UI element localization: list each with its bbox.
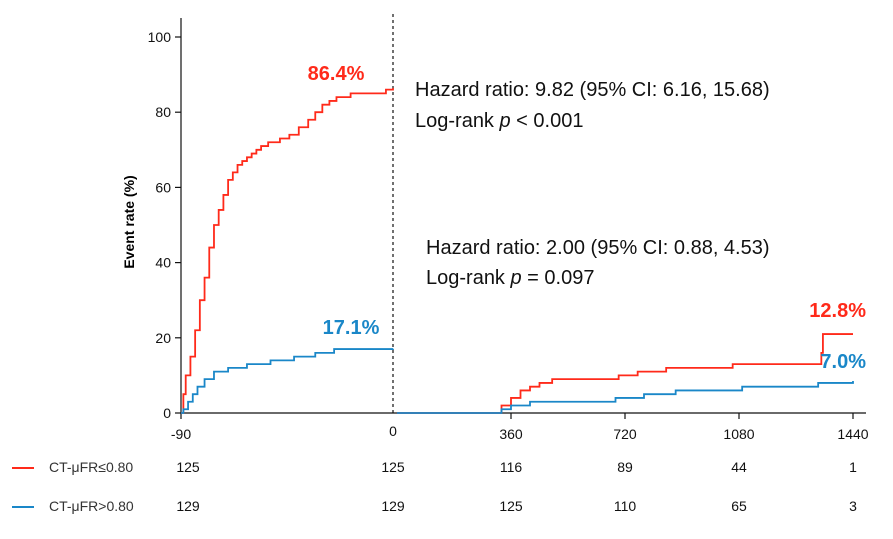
series-0-segment-1	[181, 88, 394, 414]
y-tick-label: 60	[155, 179, 171, 195]
blue-end-label-1: 17.1%	[323, 317, 380, 339]
risk-table: CT-μFR≤0.80 125 125 116 89 44 1 CT-μFR>0.80 129 1…	[12, 459, 857, 514]
risk-row-label: CT-μFR>0.80	[49, 498, 134, 514]
series-1-segment-2	[397, 381, 854, 414]
y-tick-label: 100	[148, 29, 172, 45]
red-end-label-2: 12.8%	[809, 300, 866, 322]
y-tick-label: 20	[155, 330, 171, 346]
y-tick-label: 0	[163, 405, 171, 421]
risk-value: 89	[617, 459, 633, 475]
y-ticks: 0 20 40 60 80 100	[148, 29, 181, 421]
x-tick-label: 1080	[723, 426, 754, 442]
x-tick-label: -90	[171, 426, 191, 442]
red-end-label-1: 86.4%	[308, 63, 365, 85]
x-tick-label: 0	[389, 423, 397, 439]
annotation-1-p-value: < 0.001	[511, 110, 584, 132]
risk-value: 116	[500, 459, 523, 475]
x-tick-label: 360	[499, 426, 523, 442]
risk-value: 125	[176, 459, 200, 475]
risk-value: 3	[849, 498, 857, 514]
annotation-2-line-2: Log-rank p = 0.097	[426, 267, 594, 289]
risk-value: 1	[849, 459, 857, 475]
risk-value: 125	[381, 459, 405, 475]
annotation-1-line-1: Hazard ratio: 9.82 (95% CI: 6.16, 15.68)	[415, 79, 770, 101]
risk-value: 110	[614, 498, 637, 514]
risk-row-label: CT-μFR≤0.80	[49, 459, 133, 475]
series-1-segment-1	[181, 348, 394, 414]
x-tick-label: 1440	[837, 426, 868, 442]
annotation-1-line-2: Log-rank p < 0.001	[415, 110, 583, 132]
y-tick-label: 80	[155, 104, 171, 120]
x-tick-label: 720	[613, 426, 637, 442]
annotation-2-p: p	[510, 267, 522, 289]
y-tick-label: 40	[155, 255, 171, 271]
annotation-1-p: p	[499, 110, 511, 132]
risk-value: 65	[731, 498, 747, 514]
risk-value: 44	[731, 459, 747, 475]
x-ticks: -90 0 360 720 1080 1440	[171, 413, 869, 442]
annotation-2-line-1: Hazard ratio: 2.00 (95% CI: 0.88, 4.53)	[426, 237, 770, 259]
blue-end-label-2: 7.0%	[820, 351, 866, 373]
risk-value: 129	[176, 498, 200, 514]
annotation-1-logrank-prefix: Log-rank	[415, 110, 500, 132]
risk-value: 129	[381, 498, 405, 514]
risk-value: 125	[499, 498, 523, 514]
series-0-segment-2	[397, 333, 853, 414]
annotation-2-logrank-prefix: Log-rank	[426, 267, 511, 289]
annotation-2-p-value: = 0.097	[522, 267, 595, 289]
y-axis-label: Event rate (%)	[121, 175, 137, 268]
series-lines	[181, 88, 854, 414]
